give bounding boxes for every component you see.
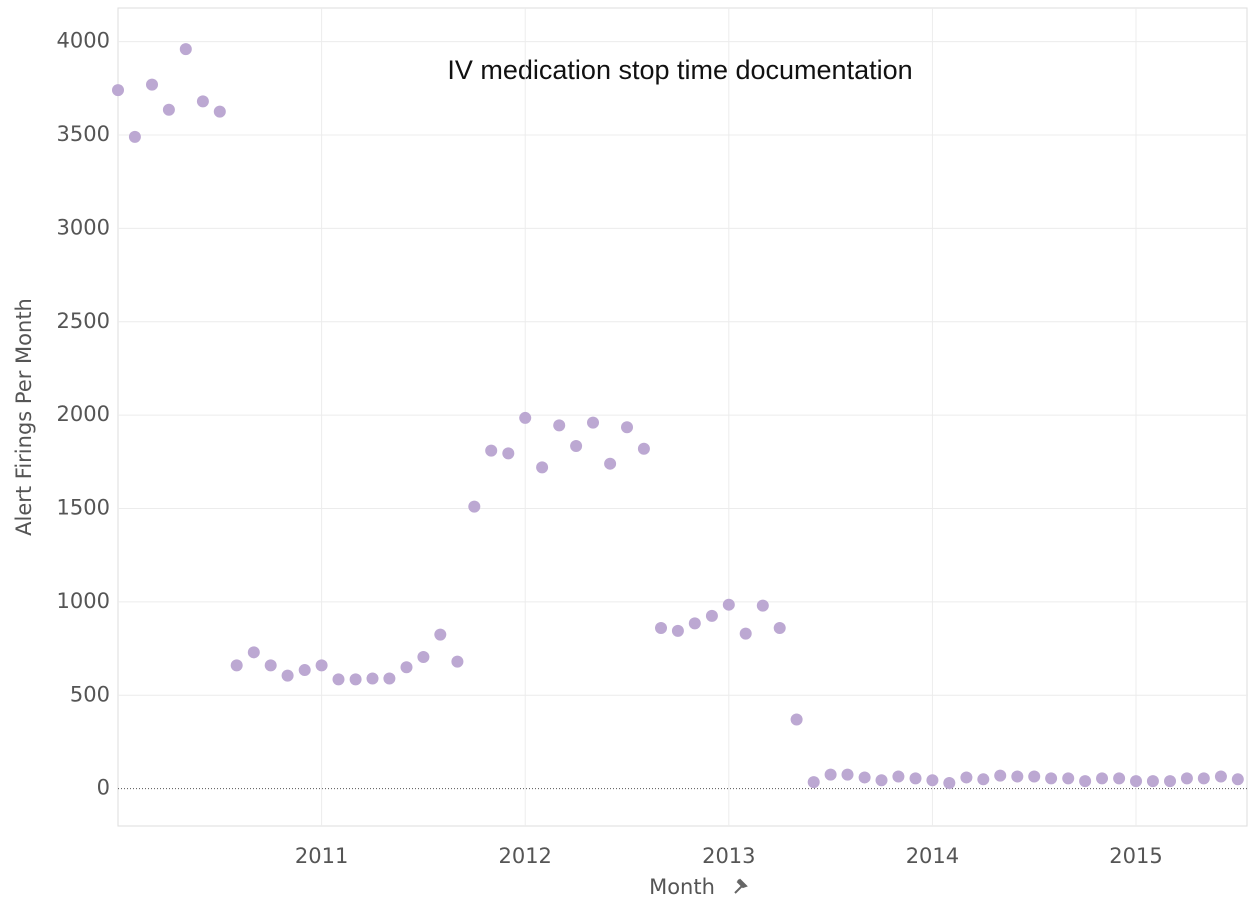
x-tick-label: 2011 (295, 844, 348, 868)
data-point (536, 461, 549, 474)
data-point (671, 624, 684, 637)
data-point (943, 777, 956, 790)
data-point (790, 713, 803, 726)
data-point (400, 661, 413, 674)
y-tick-label: 3500 (57, 122, 110, 146)
data-point (824, 768, 837, 781)
data-point (1164, 775, 1177, 788)
y-tick-label: 2000 (57, 402, 110, 426)
data-point (1011, 770, 1024, 783)
y-tick-label: 500 (70, 682, 110, 706)
data-point (264, 659, 277, 672)
chart-title: IV medication stop time documentation (447, 55, 912, 85)
data-point (485, 444, 498, 457)
data-point (1146, 775, 1159, 788)
data-point (146, 78, 159, 91)
data-point (196, 95, 209, 108)
y-tick-label: 1000 (57, 589, 110, 613)
data-point (417, 650, 430, 663)
y-tick-label: 1500 (57, 496, 110, 520)
data-point (841, 768, 854, 781)
data-point (1096, 772, 1109, 785)
data-point (587, 416, 600, 429)
data-point (519, 411, 532, 424)
data-point (688, 617, 701, 630)
data-point (162, 103, 175, 116)
data-point (960, 771, 973, 784)
data-point (383, 672, 396, 685)
data-point (655, 622, 668, 635)
data-point (1214, 770, 1227, 783)
data-point (213, 105, 226, 118)
data-point (722, 598, 735, 611)
data-point (1180, 772, 1193, 785)
data-point (773, 622, 786, 635)
data-point (621, 421, 634, 434)
x-tick-label: 2012 (498, 844, 551, 868)
data-point (1062, 772, 1075, 785)
data-point (281, 669, 294, 682)
data-point (366, 672, 379, 685)
data-point (1130, 775, 1143, 788)
data-point (1231, 773, 1244, 786)
y-tick-label: 3000 (57, 215, 110, 239)
data-point (1197, 772, 1210, 785)
data-point (739, 627, 752, 640)
data-point (926, 774, 939, 787)
y-tick-label: 2500 (57, 309, 110, 333)
data-point (230, 659, 243, 672)
y-tick-label: 4000 (57, 29, 110, 53)
x-axis-label: Month (649, 875, 715, 899)
data-point (468, 500, 481, 513)
y-tick-label: 0 (97, 776, 110, 800)
data-point (451, 655, 464, 668)
data-point (1028, 770, 1041, 783)
pin-icon (734, 878, 748, 894)
x-tick-label: 2013 (702, 844, 755, 868)
data-point (1045, 772, 1058, 785)
x-tick-label: 2015 (1109, 844, 1162, 868)
plot-frame (117, 7, 1248, 827)
data-point (1113, 772, 1126, 785)
data-point (977, 773, 990, 786)
data-point (570, 439, 583, 452)
data-point (807, 776, 820, 789)
data-point (1079, 775, 1092, 788)
data-point (112, 84, 124, 97)
data-point (553, 419, 566, 432)
data-point (247, 646, 260, 659)
y-axis-label: Alert Firings Per Month (12, 298, 36, 536)
data-point (892, 770, 905, 783)
data-point (298, 664, 311, 677)
x-tick-label: 2014 (906, 844, 959, 868)
data-point (434, 628, 447, 641)
data-point (858, 771, 871, 784)
data-point (349, 673, 362, 686)
data-point (502, 447, 515, 460)
data-point (705, 609, 718, 622)
data-point (909, 772, 922, 785)
data-point (637, 442, 650, 455)
data-point (875, 774, 888, 787)
data-point (604, 457, 617, 470)
data-point (179, 43, 192, 56)
data-point (756, 599, 769, 612)
data-point (128, 130, 141, 143)
data-point (315, 659, 328, 672)
data-point (994, 769, 1007, 782)
data-point (332, 673, 345, 686)
